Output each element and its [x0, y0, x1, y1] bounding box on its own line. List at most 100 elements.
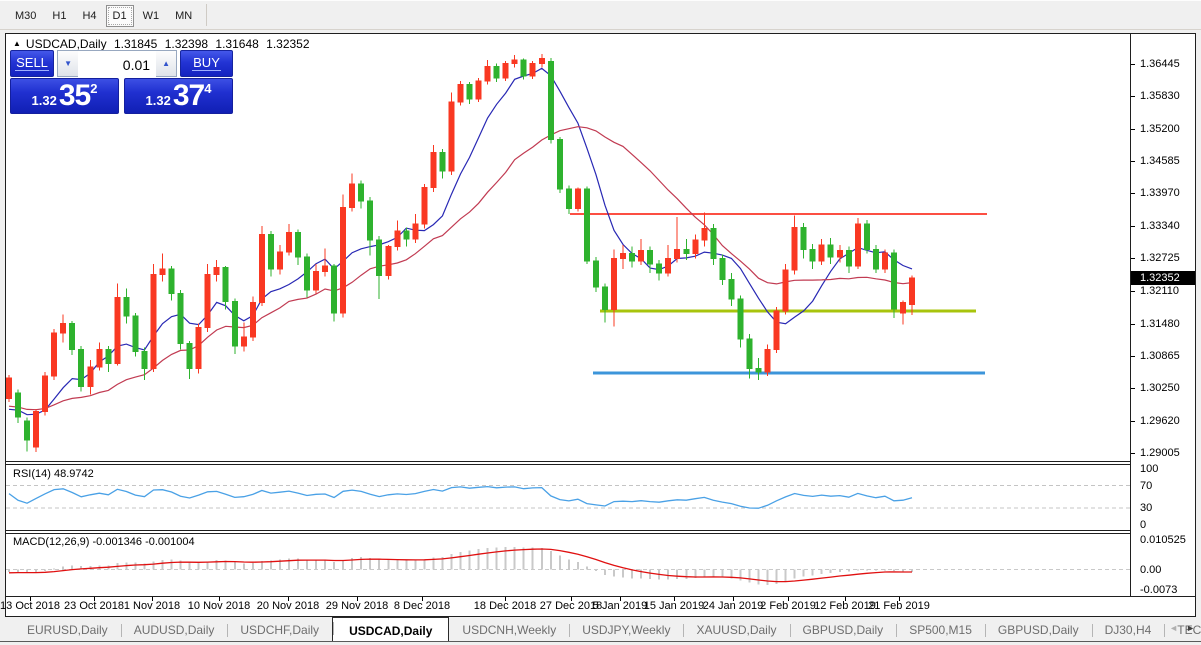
price-tick [1131, 387, 1135, 389]
price-axis[interactable]: 1.36445 1.35830 1.35200 1.34585 1.33970 1.333… [1131, 34, 1195, 596]
price-tick-label: 1.30865 [1140, 349, 1180, 362]
timeframe-button-d1[interactable]: D1 [105, 5, 134, 27]
sell-button-label: SELL [15, 55, 49, 71]
macd-label: MACD(12,26,9) -0.001346 -0.001004 [13, 536, 195, 548]
buy-button[interactable]: BUY [180, 50, 233, 77]
price-tick-label: 1.35200 [1140, 123, 1180, 136]
chart-tab-usdcad-daily[interactable]: USDCAD,Daily [332, 617, 450, 641]
price-axis-divider [1130, 34, 1131, 596]
price-tick [1131, 290, 1135, 292]
time-tick-label: 18 Dec 2018 [473, 600, 537, 612]
time-tick [357, 597, 358, 601]
timeframe-button-w1[interactable]: W1 [142, 10, 160, 22]
tab-scroll-left-icon[interactable]: ◄ [1169, 623, 1179, 633]
price-tick [1131, 193, 1135, 195]
time-tick [94, 597, 95, 601]
time-tick-label: 5 Jan 2019 [592, 600, 648, 612]
sell-price-display[interactable]: 1.32 35 2 [10, 78, 119, 114]
chart-tab-tech1[interactable]: TECH1 [1164, 620, 1201, 641]
time-tick [733, 597, 734, 601]
sell-price-prefix: 1.32 [31, 93, 57, 108]
chart-tab-sp500-m15[interactable]: SP500,M15 [896, 620, 985, 641]
sell-price-pip: 2 [90, 81, 98, 96]
timeframe-toolbar: M30 H1 H4 D1 W1 MN [0, 0, 1201, 30]
price-tick [1131, 355, 1135, 357]
time-tick-label: 2 Feb 2019 [760, 600, 816, 612]
panel-separator [6, 461, 1195, 462]
time-tick [422, 597, 423, 601]
rsi-scale-label: 70 [1140, 479, 1153, 492]
time-tick [505, 597, 506, 601]
price-tick-label: 1.31480 [1140, 317, 1180, 330]
tab-scroll-arrows: ◄ ► [1169, 623, 1195, 633]
time-tick [30, 597, 31, 601]
ohlc-close: 1.32352 [266, 37, 310, 51]
time-tick [788, 597, 789, 601]
price-tick [1131, 129, 1135, 131]
time-tick [899, 597, 900, 601]
main-price-chart[interactable] [6, 34, 1130, 461]
time-tick-label: 10 Nov 2018 [187, 600, 251, 612]
rsi-scale-label: 30 [1140, 501, 1153, 514]
timeframe-button-m30[interactable]: M30 [15, 10, 37, 22]
chart-tab-gbpusd-daily[interactable]: GBPUSD,Daily [789, 620, 897, 641]
price-tick-label: 1.32725 [1140, 252, 1180, 265]
time-tick [288, 597, 289, 601]
collapse-triangle-icon[interactable]: ▲ [13, 39, 21, 48]
price-tick [1131, 161, 1135, 163]
rsi-panel[interactable] [6, 465, 1130, 531]
chart-tab-audusd-daily[interactable]: AUDUSD,Daily [120, 620, 228, 641]
time-axis[interactable]: 13 Oct 2018 23 Oct 2018 1 Nov 2018 10 Nov 2… [0, 597, 1195, 616]
time-tick-label: 29 Nov 2018 [325, 600, 389, 612]
price-tick [1131, 258, 1135, 260]
time-tick [152, 597, 153, 601]
timeframe-button-mn[interactable]: MN [175, 10, 193, 22]
ohlc-low: 1.31648 [215, 37, 259, 51]
price-tick [1131, 96, 1135, 98]
chart-window: ▲ USDCAD,Daily 1.31845 1.32398 1.31648 1.… [0, 33, 1196, 617]
rsi-scale-label: 100 [1140, 463, 1159, 475]
rsi-value: 48.9742 [53, 468, 94, 480]
macd-name: MACD(12,26,9) [13, 536, 90, 548]
price-tick-label: 1.29005 [1140, 446, 1180, 459]
price-tick-label: 1.30250 [1140, 381, 1180, 394]
sell-price-big: 35 [58, 79, 91, 112]
macd-scale-label: -0.0073 [1140, 584, 1178, 596]
ohlc-high: 1.32398 [164, 37, 209, 51]
lot-increase-button[interactable]: ▲ [156, 51, 177, 76]
tab-bar-underline [0, 641, 1201, 642]
price-tick-label: 1.33970 [1140, 187, 1180, 200]
sell-button[interactable]: SELL [10, 50, 55, 77]
chart-tab-gbpusd-daily[interactable]: GBPUSD,Daily [984, 620, 1092, 641]
panel-separator [6, 533, 1195, 534]
lot-size-input[interactable] [78, 51, 157, 78]
time-tick-label: 20 Nov 2018 [256, 600, 320, 612]
price-tick [1131, 64, 1135, 65]
time-tick-label: 23 Oct 2018 [64, 600, 124, 612]
time-tick [845, 597, 846, 601]
buy-price-display[interactable]: 1.32 37 4 [124, 78, 233, 114]
timeframe-button-h4[interactable]: H4 [82, 10, 97, 22]
price-tick [1131, 226, 1135, 228]
chart-tab-usdchf-daily[interactable]: USDCHF,Daily [227, 620, 332, 641]
chart-tab-xauusd-daily[interactable]: XAUUSD,Daily [683, 620, 789, 641]
buy-price-big: 37 [172, 79, 205, 112]
price-tick [1131, 420, 1135, 422]
lot-size-group: ▼ ▲ [57, 50, 178, 78]
macd-scale-label: 0.00 [1140, 563, 1162, 576]
chart-tab-usdcnh-weekly[interactable]: USDCNH,Weekly [462, 623, 557, 637]
tab-scroll-right-icon[interactable]: ► [1186, 623, 1195, 633]
time-tick-label: 21 Feb 2019 [868, 600, 930, 612]
timeframe-button-h1[interactable]: H1 [52, 10, 67, 22]
lot-decrease-button[interactable]: ▼ [58, 51, 79, 76]
chart-tab-eurusd-daily[interactable]: EURUSD,Daily [27, 623, 108, 637]
chart-tab-dj30-h4[interactable]: DJ30,H4 [1091, 620, 1165, 641]
chart-tabs: EURUSD,Daily AUDUSD,Daily USDCHF,Daily USDC… [14, 617, 1201, 641]
buy-price-prefix: 1.32 [145, 93, 171, 108]
chart-tab-usdjpy-weekly[interactable]: USDJPY,Weekly [569, 620, 683, 641]
macd-panel[interactable] [6, 534, 1130, 596]
price-tick-label: 1.33340 [1140, 220, 1180, 233]
panel-separator [6, 464, 1195, 465]
price-tick-label: 1.36445 [1140, 58, 1180, 70]
